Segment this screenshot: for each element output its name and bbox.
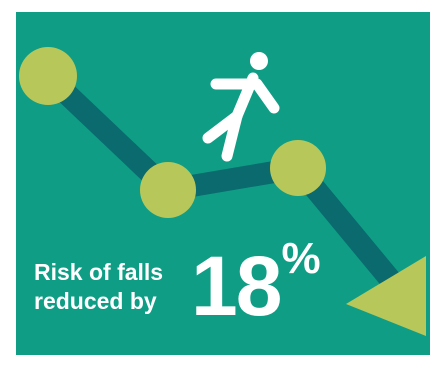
stat-value: 18	[191, 239, 282, 333]
stat-caption: Risk of falls reduced by	[34, 258, 163, 316]
stat-unit: %	[281, 234, 321, 283]
stat-figure: 18%	[191, 234, 321, 334]
trend-dot-2	[140, 162, 196, 218]
falling-person-icon	[202, 52, 280, 162]
caption-line-1: Risk of falls	[34, 259, 164, 285]
trend-line	[37, 65, 405, 295]
trend-dot-1	[19, 47, 77, 105]
down-arrow-head-icon	[346, 256, 426, 336]
trend-dot-3	[270, 140, 326, 196]
infographic-card: Risk of falls reduced by 18%	[16, 12, 430, 355]
caption-line-2: reduced by	[34, 288, 157, 314]
trend-graphic	[19, 47, 426, 336]
